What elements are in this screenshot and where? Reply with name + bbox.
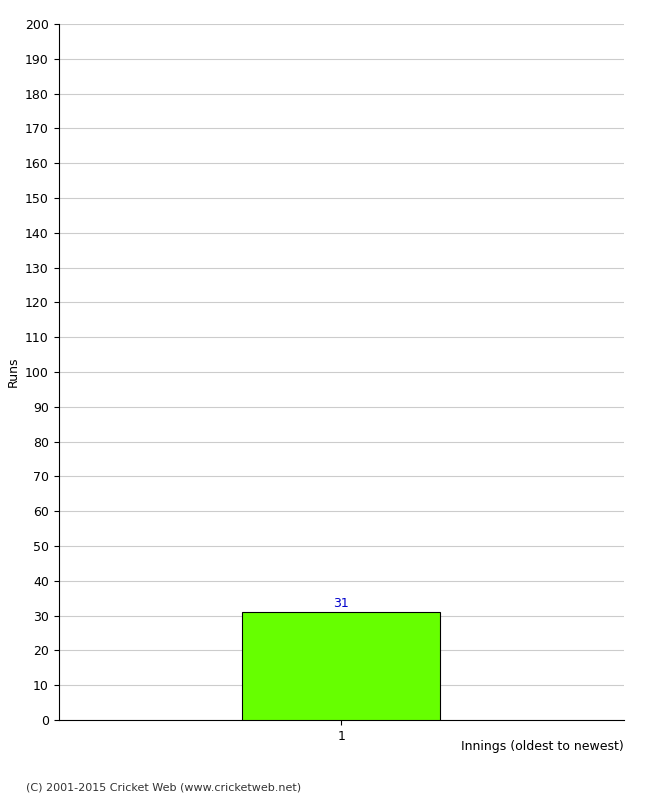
Y-axis label: Runs: Runs	[6, 357, 20, 387]
Bar	[242, 612, 440, 720]
Text: Innings (oldest to newest): Innings (oldest to newest)	[462, 740, 624, 753]
Text: (C) 2001-2015 Cricket Web (www.cricketweb.net): (C) 2001-2015 Cricket Web (www.cricketwe…	[26, 782, 301, 792]
Text: 31: 31	[333, 598, 349, 610]
